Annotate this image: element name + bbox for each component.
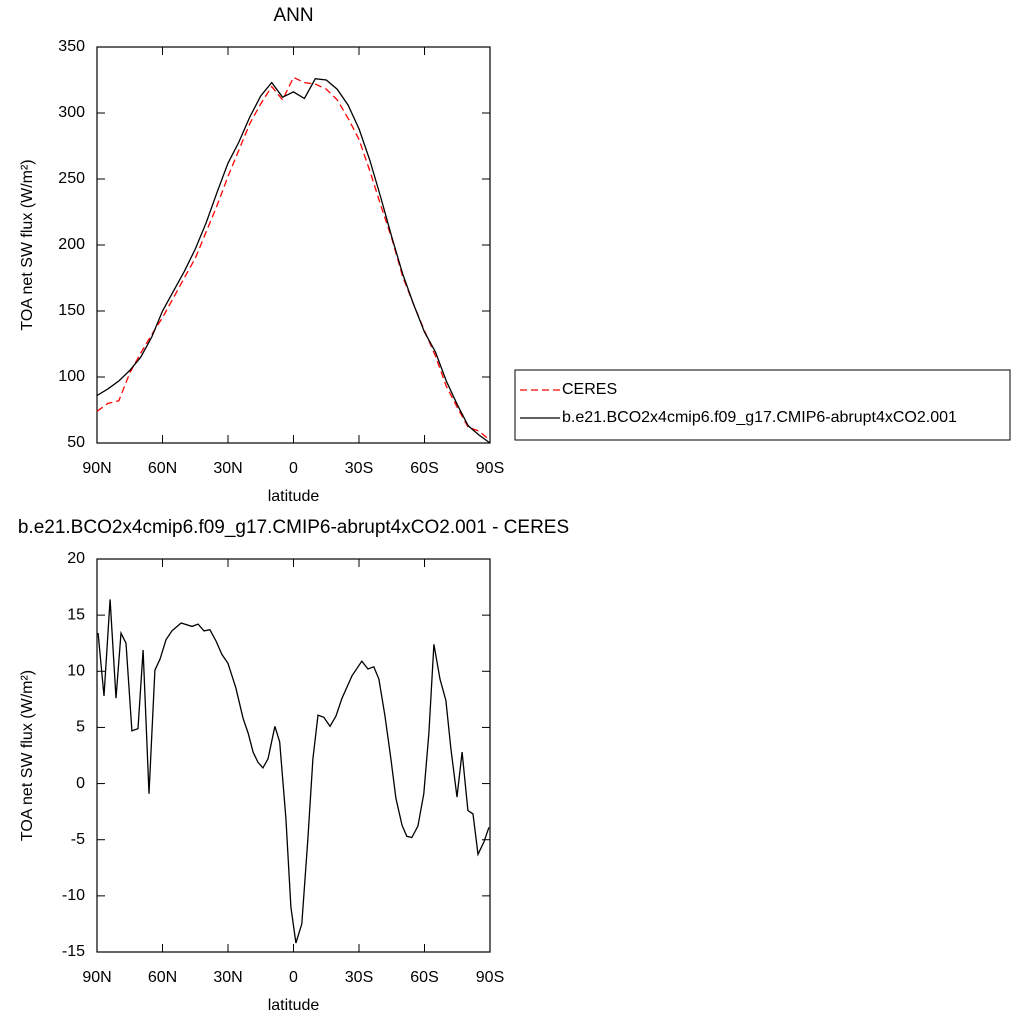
x-tick-label: 60N: [148, 969, 177, 986]
data-line: [97, 599, 490, 944]
y-tick-label: 20: [67, 550, 85, 567]
y-tick-label: 300: [58, 104, 85, 121]
x-tick-label: 0: [289, 460, 298, 477]
plot-frame: [96, 46, 491, 444]
x-tick-label: 60N: [148, 460, 177, 477]
y-tick-label: 0: [76, 775, 85, 792]
x-tick-label: 90S: [476, 969, 504, 986]
data-line: [96, 78, 491, 444]
y-tick-label: 5: [76, 719, 85, 736]
x-tick-label: 60S: [410, 460, 438, 477]
x-tick-label: 30N: [213, 460, 242, 477]
y-tick-label: -5: [71, 831, 85, 848]
y-tick-label: 100: [58, 368, 85, 385]
y-axis-label: TOA net SW flux (W/m²): [19, 159, 36, 330]
y-tick-label: 250: [58, 170, 85, 187]
x-tick-label: 90S: [476, 460, 504, 477]
y-tick-label: 15: [67, 606, 85, 623]
x-tick-label: 90N: [82, 460, 111, 477]
chart-title: b.e21.BCO2x4cmip6.f09_g17.CMIP6-abrupt4x…: [18, 517, 569, 538]
x-tick-label: 90N: [82, 969, 111, 986]
x-tick-label: 30S: [345, 460, 373, 477]
legend-label: b.e21.BCO2x4cmip6.f09_g17.CMIP6-abrupt4x…: [562, 409, 957, 426]
x-tick-label: 0: [289, 969, 298, 986]
legend-box: [514, 369, 1011, 441]
data-line: [96, 76, 491, 441]
y-axis-label: TOA net SW flux (W/m²): [19, 670, 36, 841]
chart-title: ANN: [273, 5, 313, 26]
x-tick-label: 30S: [345, 969, 373, 986]
y-tick-label: 150: [58, 302, 85, 319]
plot-frame: [96, 558, 491, 953]
x-axis-label: latitude: [268, 997, 320, 1014]
y-tick-label: 350: [58, 38, 85, 55]
y-tick-label: 200: [58, 236, 85, 253]
y-tick-label: -15: [62, 943, 85, 960]
legend-label: CERES: [562, 381, 617, 398]
y-tick-label: -10: [62, 887, 85, 904]
x-axis-label: latitude: [268, 488, 320, 505]
y-tick-label: 50: [67, 434, 85, 451]
x-tick-label: 30N: [213, 969, 242, 986]
y-tick-label: 10: [67, 663, 85, 680]
x-tick-label: 60S: [410, 969, 438, 986]
